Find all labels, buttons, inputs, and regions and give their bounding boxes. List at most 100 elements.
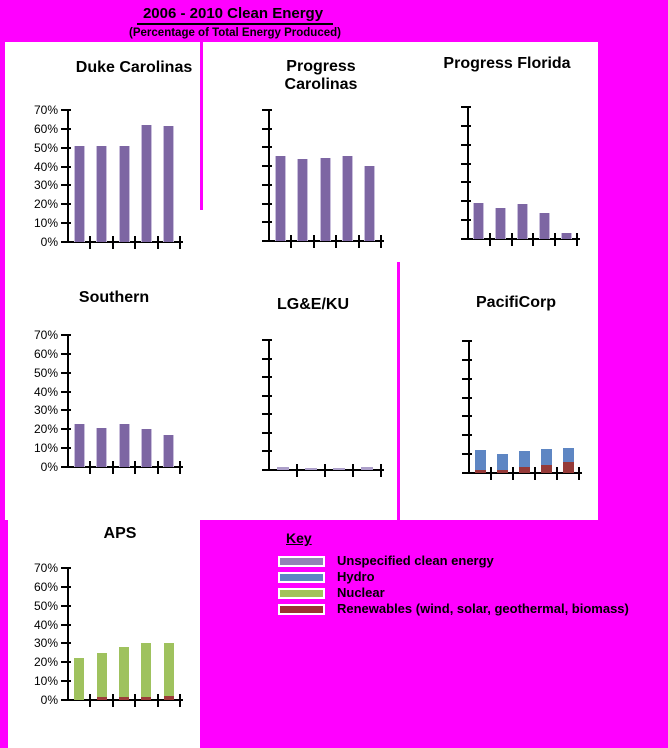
y-tick — [61, 109, 71, 111]
y-tick — [262, 339, 272, 341]
x-axis — [67, 699, 183, 701]
y-tick — [61, 222, 71, 225]
x-axis — [268, 240, 384, 242]
y-tick — [262, 183, 272, 186]
x-tick — [532, 233, 535, 246]
y-tick — [61, 165, 71, 168]
legend-swatch-unspecified — [278, 556, 325, 567]
y-tick-label: 10% — [33, 674, 58, 689]
x-axis — [467, 238, 580, 240]
y-tick — [61, 623, 71, 626]
y-tick — [461, 106, 471, 108]
bar-segment — [297, 159, 308, 241]
y-axis — [467, 107, 469, 240]
y-tick — [262, 394, 272, 397]
bar-segment — [342, 156, 353, 241]
bar-segment — [141, 429, 152, 467]
bar-segment — [475, 470, 486, 473]
y-axis — [268, 110, 270, 242]
y-tick — [61, 184, 71, 187]
panel-divider-right — [397, 262, 400, 520]
y-tick — [61, 466, 71, 468]
bar-segment — [164, 643, 174, 696]
y-tick — [61, 409, 71, 412]
y-tick-label: 0% — [40, 235, 58, 249]
chart-title-progress-carolinas: Progress Carolinas — [284, 58, 358, 93]
y-axis — [67, 335, 69, 468]
y-tick — [61, 680, 71, 683]
y-tick — [461, 181, 471, 184]
y-tick — [262, 202, 272, 205]
bar-segment — [119, 424, 130, 467]
y-tick-label: 30% — [33, 636, 58, 651]
x-tick — [134, 236, 137, 249]
y-tick-label: 10% — [33, 441, 58, 456]
y-tick — [61, 390, 71, 393]
x-tick — [179, 236, 181, 249]
x-tick — [290, 235, 293, 248]
y-tick-label: 60% — [33, 579, 58, 594]
x-tick — [111, 461, 114, 474]
y-tick-label: 60% — [33, 121, 58, 136]
x-tick — [324, 464, 326, 477]
legend-swatch-hydro — [278, 572, 325, 583]
x-tick — [156, 694, 159, 707]
bar-segment — [119, 647, 129, 697]
bar-segment — [305, 468, 317, 470]
y-tick — [61, 642, 71, 645]
y-tick-label: 20% — [33, 655, 58, 670]
y-tick-label: 70% — [33, 103, 58, 117]
bar-segment — [96, 428, 107, 467]
legend-label-nuclear: Nuclear — [337, 585, 385, 600]
header: 2006 - 2010 Clean Energy (Percentage of … — [0, 5, 470, 39]
bar-segment — [517, 204, 528, 239]
y-tick — [61, 352, 71, 355]
charts-panel-main — [5, 42, 598, 520]
y-tick-label: 0% — [40, 693, 58, 707]
x-tick — [111, 236, 114, 249]
x-axis — [67, 241, 183, 243]
y-tick — [61, 203, 71, 206]
y-tick-label: 70% — [33, 328, 58, 342]
bar-segment — [563, 462, 574, 473]
bar-segment — [563, 448, 574, 462]
bar-segment — [74, 658, 84, 700]
y-tick-label: 50% — [33, 365, 58, 380]
legend-swatch-renewables — [278, 604, 325, 615]
x-tick — [380, 464, 382, 477]
y-tick — [462, 340, 472, 342]
y-tick — [61, 334, 71, 336]
bar-segment — [74, 146, 85, 242]
y-tick — [461, 200, 471, 203]
y-tick — [461, 143, 471, 146]
bar-segment — [141, 643, 151, 697]
bar-segment — [519, 467, 530, 473]
x-tick — [134, 461, 137, 474]
x-tick — [576, 233, 578, 246]
chart-title-lge-ku: LG&E/KU — [277, 296, 349, 313]
bar-segment — [519, 451, 530, 467]
x-tick — [578, 467, 580, 480]
y-tick — [462, 472, 472, 474]
x-axis — [268, 469, 384, 471]
bar-segment — [539, 213, 550, 239]
legend-title: Key — [286, 530, 312, 546]
y-tick-label: 30% — [33, 178, 58, 193]
y-tick-label: 10% — [33, 216, 58, 231]
x-tick — [179, 461, 181, 474]
y-tick — [262, 450, 272, 453]
legend-swatch-nuclear — [278, 588, 325, 599]
y-tick — [462, 396, 472, 399]
chart-title-southern: Southern — [78, 289, 150, 306]
x-tick — [312, 235, 315, 248]
bar-segment — [96, 146, 107, 242]
bar-segment — [541, 465, 552, 473]
bar-segment — [277, 467, 289, 470]
bar-segment — [141, 697, 151, 700]
y-tick — [262, 109, 272, 111]
x-tick — [512, 467, 514, 480]
bar-segment — [141, 125, 152, 242]
bar-segment — [164, 696, 174, 700]
bar-segment — [97, 697, 107, 700]
